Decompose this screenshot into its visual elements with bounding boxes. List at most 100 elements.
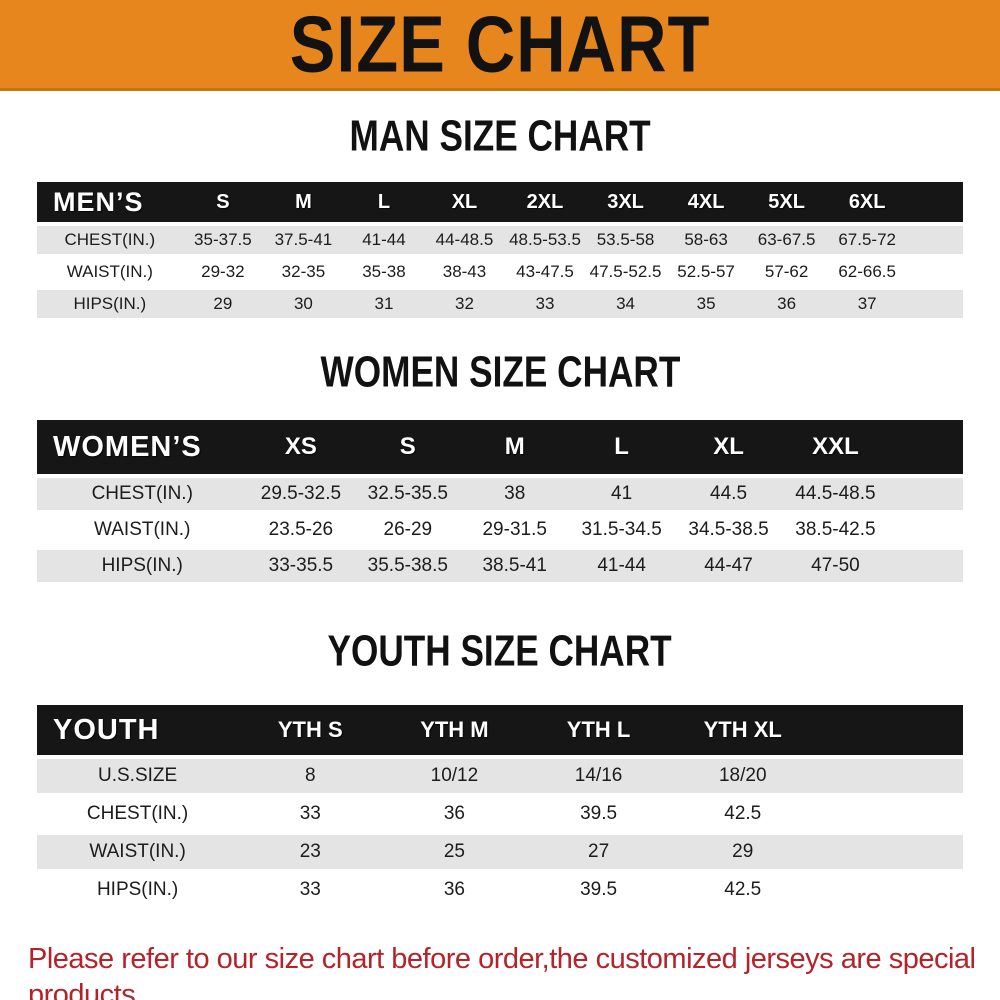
size-value: 34.5-38.5 bbox=[675, 514, 782, 546]
size-value: 29 bbox=[182, 290, 264, 318]
measurement-label: HIPS(IN.) bbox=[37, 550, 248, 582]
mens-size-table: MEN’S S M L XL 2XL 3XL 4XL 5XL 6XL CHEST(IN.) 35-37… bbox=[37, 178, 963, 322]
measurement-row: U.S.SIZE 8 10/12 14/16 18/20 bbox=[37, 759, 963, 793]
disclaimer-note: Please refer to our size chart before or… bbox=[0, 941, 1000, 1000]
size-value: 38.5-41 bbox=[461, 550, 569, 582]
size-value: 63-67.5 bbox=[746, 226, 827, 254]
size-column-header: L bbox=[568, 420, 676, 474]
row-spacer bbox=[888, 514, 963, 546]
size-column-header: YTH M bbox=[382, 705, 527, 755]
measurement-label: HIPS(IN.) bbox=[37, 290, 183, 318]
measurement-row: CHEST(IN.) 35-37.5 37.5-41 41-44 44-48.5 48.5… bbox=[37, 226, 963, 254]
size-value: 47-50 bbox=[781, 550, 889, 582]
header-spacer bbox=[814, 705, 963, 755]
size-value: 43-47.5 bbox=[504, 258, 586, 286]
measurement-label: CHEST(IN.) bbox=[37, 478, 248, 510]
size-column-header: L bbox=[343, 182, 425, 222]
size-value: 33 bbox=[238, 797, 383, 831]
size-value: 48.5-53.5 bbox=[504, 226, 586, 254]
size-value: 39.5 bbox=[526, 873, 671, 907]
man-size-section: MAN SIZE CHART MEN’S S M L XL 2XL 3XL 4XL 5XL 6XL… bbox=[0, 111, 1000, 322]
size-value: 32 bbox=[424, 290, 505, 318]
size-value: 36 bbox=[382, 873, 527, 907]
size-value: 29-31.5 bbox=[461, 514, 569, 546]
womens-size-table: WOMEN’S XS S M L XL XXL CHEST(IN.) 29.5-32.5 32.5… bbox=[37, 416, 963, 586]
size-column-header: 6XL bbox=[826, 182, 908, 222]
size-value: 32.5-35.5 bbox=[354, 478, 462, 510]
size-value: 31 bbox=[343, 290, 425, 318]
measurement-row: WAIST(IN.) 23 25 27 29 bbox=[37, 835, 963, 869]
size-column-header: YTH XL bbox=[670, 705, 815, 755]
measurement-row: CHEST(IN.) 29.5-32.5 32.5-35.5 38 41 44.5 44.5… bbox=[37, 478, 963, 510]
size-value: 36 bbox=[382, 797, 527, 831]
size-value: 23 bbox=[238, 835, 383, 869]
size-column-header: 2XL bbox=[504, 182, 586, 222]
measurement-label: WAIST(IN.) bbox=[37, 514, 248, 546]
measurement-row: WAIST(IN.) 29-32 32-35 35-38 38-43 43-47.5 47.… bbox=[37, 258, 963, 286]
size-value: 10/12 bbox=[382, 759, 527, 793]
measurement-row: WAIST(IN.) 23.5-26 26-29 29-31.5 31.5-34.5 34… bbox=[37, 514, 963, 546]
size-value: 41-44 bbox=[568, 550, 676, 582]
size-column-header: 3XL bbox=[585, 182, 666, 222]
size-column-header: S bbox=[354, 420, 462, 474]
size-value: 18/20 bbox=[670, 759, 815, 793]
youth-size-section: YOUTH SIZE CHART YOUTH YTH S YTH M YTH L YTH… bbox=[0, 626, 1000, 911]
size-value: 33 bbox=[504, 290, 586, 318]
size-column-header: S bbox=[182, 182, 264, 222]
size-value: 32-35 bbox=[263, 258, 344, 286]
size-value: 44-47 bbox=[675, 550, 782, 582]
size-value: 41-44 bbox=[343, 226, 425, 254]
row-spacer bbox=[814, 759, 963, 793]
banner-title: SIZE CHART bbox=[289, 0, 711, 89]
table-header-row: MEN’S S M L XL 2XL 3XL 4XL 5XL 6XL bbox=[37, 182, 963, 222]
measurement-label: U.S.SIZE bbox=[37, 759, 239, 793]
size-column-header: 5XL bbox=[746, 182, 827, 222]
man-section-title-text: MAN SIZE CHART bbox=[349, 111, 651, 161]
size-value: 14/16 bbox=[526, 759, 671, 793]
size-value: 53.5-58 bbox=[585, 226, 666, 254]
measurement-row: HIPS(IN.) 33 36 39.5 42.5 bbox=[37, 873, 963, 907]
size-value: 37.5-41 bbox=[263, 226, 344, 254]
size-value: 8 bbox=[238, 759, 383, 793]
size-column-header: M bbox=[461, 420, 569, 474]
size-value: 58-63 bbox=[665, 226, 747, 254]
size-value: 35-38 bbox=[343, 258, 425, 286]
size-value: 29-32 bbox=[182, 258, 264, 286]
youth-section-title-text: YOUTH SIZE CHART bbox=[327, 626, 673, 676]
table-group-label: YOUTH bbox=[37, 705, 239, 755]
size-value: 35.5-38.5 bbox=[354, 550, 462, 582]
size-value: 31.5-34.5 bbox=[568, 514, 676, 546]
size-value: 41 bbox=[568, 478, 676, 510]
size-value: 27 bbox=[526, 835, 671, 869]
size-value: 35-37.5 bbox=[182, 226, 264, 254]
row-spacer bbox=[814, 873, 963, 907]
row-spacer bbox=[888, 478, 963, 510]
size-column-header: XS bbox=[247, 420, 355, 474]
size-column-header: YTH S bbox=[238, 705, 383, 755]
size-value: 47.5-52.5 bbox=[585, 258, 666, 286]
size-value: 33 bbox=[238, 873, 383, 907]
size-column-header: M bbox=[263, 182, 344, 222]
size-value: 38 bbox=[461, 478, 569, 510]
disclaimer-line-1: Please refer to our size chart before or… bbox=[28, 943, 976, 1000]
man-section-title: MAN SIZE CHART bbox=[0, 111, 1000, 161]
size-value: 25 bbox=[382, 835, 527, 869]
youth-section-title: YOUTH SIZE CHART bbox=[0, 626, 1000, 676]
size-value: 38-43 bbox=[424, 258, 505, 286]
size-value: 35 bbox=[665, 290, 747, 318]
youth-size-table: YOUTH YTH S YTH M YTH L YTH XL U.S.SIZE 8 10/12… bbox=[37, 701, 963, 911]
header-spacer bbox=[907, 182, 963, 222]
measurement-label: HIPS(IN.) bbox=[37, 873, 239, 907]
size-value: 36 bbox=[746, 290, 827, 318]
size-value: 42.5 bbox=[670, 797, 815, 831]
measurement-label: CHEST(IN.) bbox=[37, 226, 183, 254]
row-spacer bbox=[907, 290, 963, 318]
row-spacer bbox=[907, 258, 963, 286]
size-value: 44.5-48.5 bbox=[781, 478, 889, 510]
women-section-title: WOMEN SIZE CHART bbox=[0, 350, 1000, 394]
size-value: 37 bbox=[826, 290, 908, 318]
measurement-label: WAIST(IN.) bbox=[37, 835, 239, 869]
size-value: 57-62 bbox=[746, 258, 827, 286]
size-value: 62-66.5 bbox=[826, 258, 908, 286]
row-spacer bbox=[814, 797, 963, 831]
